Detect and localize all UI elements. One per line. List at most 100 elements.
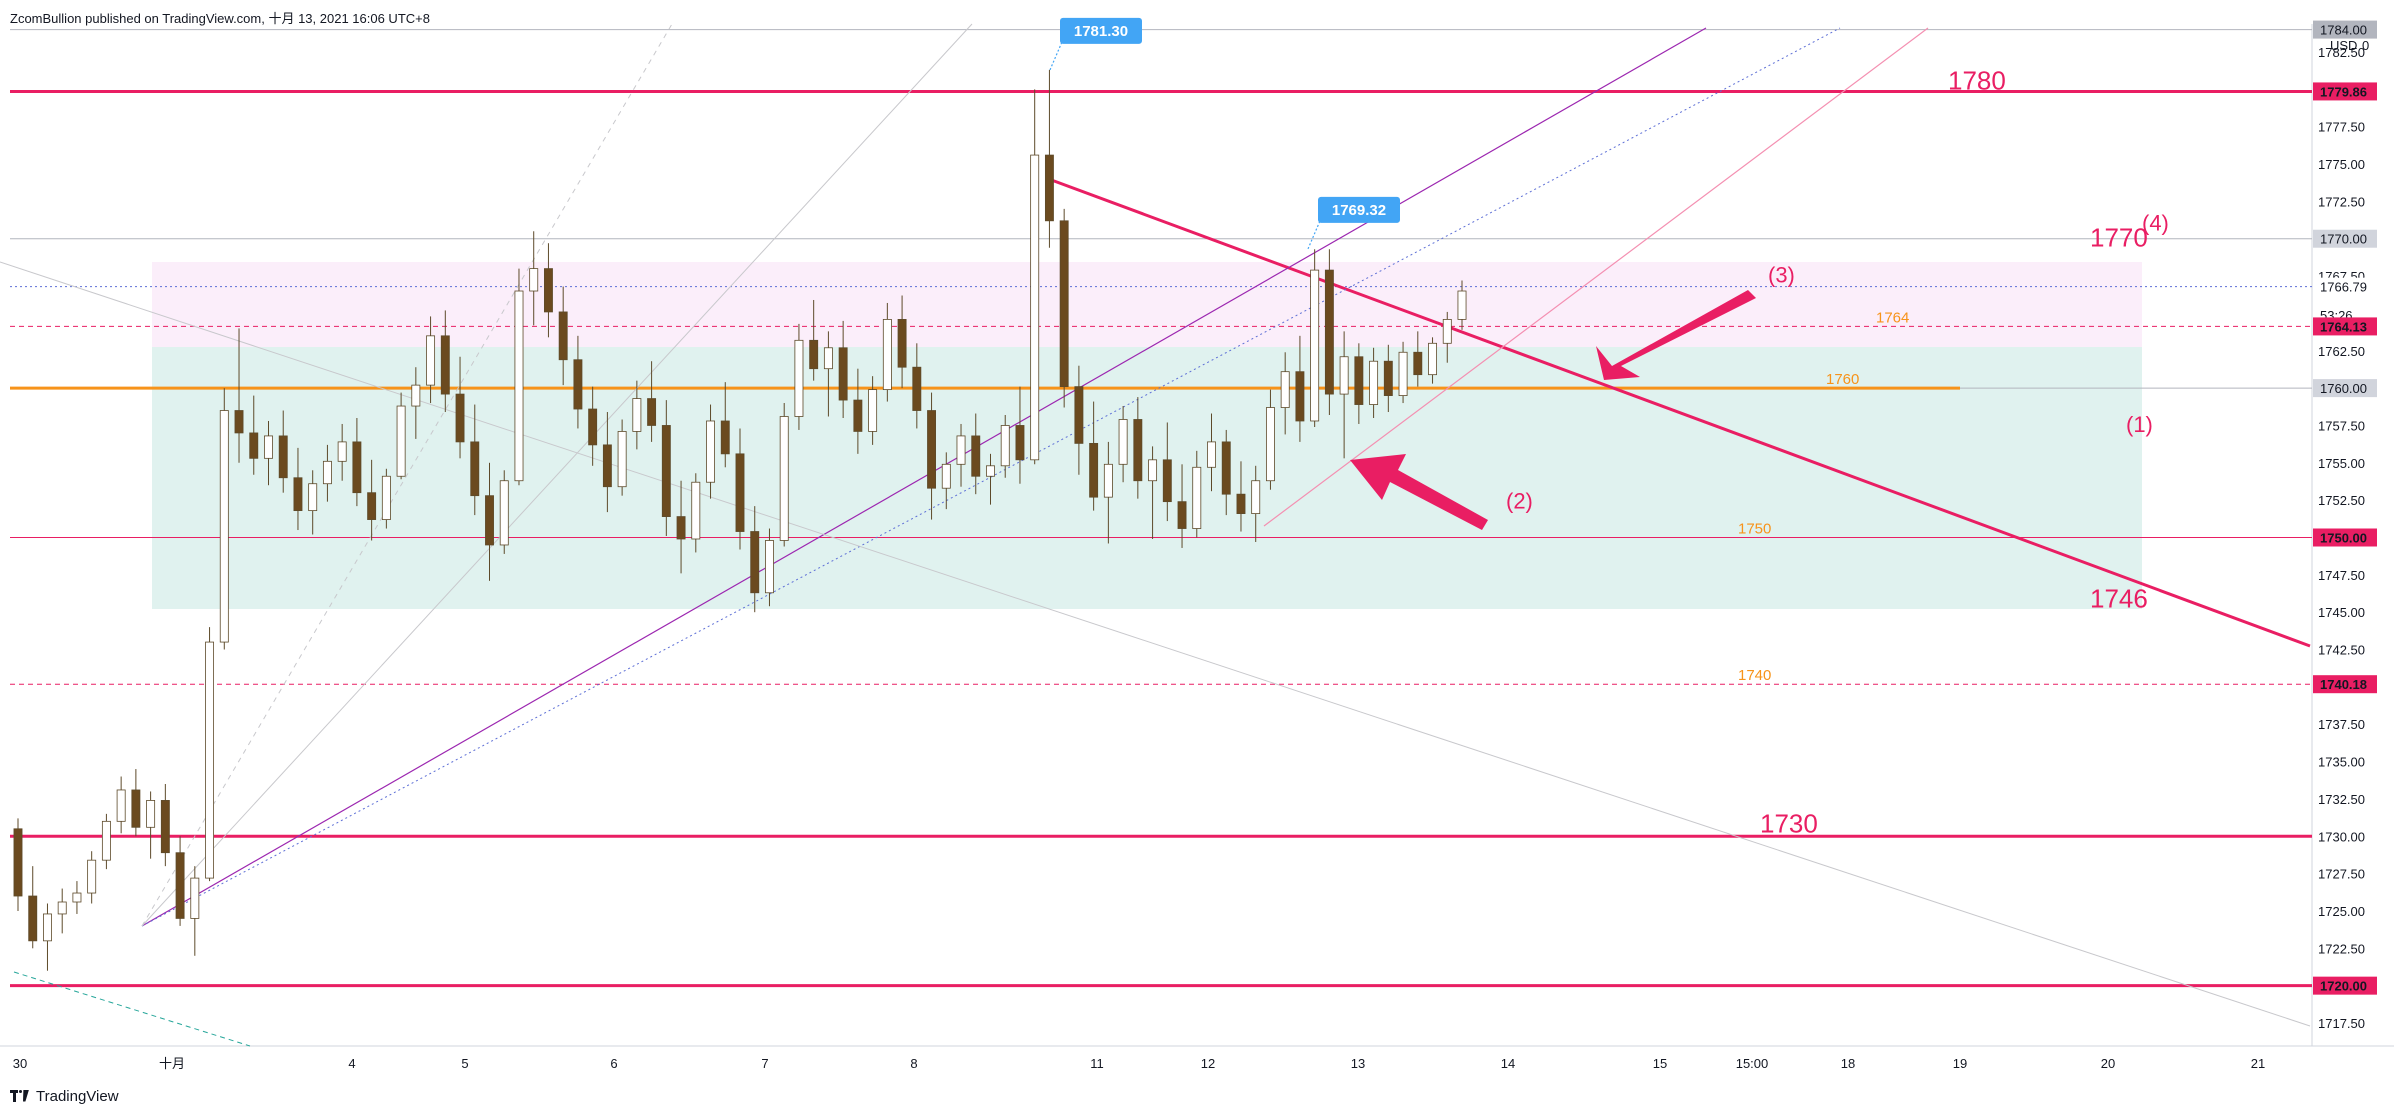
level-label-1780: 1780	[1948, 65, 2006, 95]
candle	[1339, 331, 1349, 459]
candle-body	[706, 420, 715, 483]
gray-descending-line[interactable]	[0, 261, 2311, 1027]
descending-trendline[interactable]	[1045, 176, 2311, 648]
candle	[1192, 450, 1202, 538]
price-axis[interactable]: 1717.50 1720.00 1722.50 1725.00 1727.50 1730.…	[2313, 20, 2377, 1031]
candle-body	[1221, 441, 1231, 495]
candle-body	[720, 420, 730, 455]
price-tick: 1755.00	[2318, 456, 2365, 471]
time-label: 14	[1501, 1056, 1515, 1071]
candle	[868, 376, 878, 445]
candle-body	[219, 410, 229, 643]
price-tick: 1722.50	[2318, 941, 2365, 956]
time-label: 18	[1841, 1056, 1855, 1071]
grid-and-levels	[10, 29, 2312, 988]
candle-body	[1398, 351, 1408, 396]
currency-label: USD	[2330, 38, 2357, 53]
price-badge-bg	[2313, 277, 2377, 296]
candle	[322, 444, 332, 502]
price-badge-1770.00: 1770.00	[2313, 229, 2377, 248]
price-tick: 1742.50	[2318, 643, 2365, 658]
gray-ascending-line[interactable]	[141, 23, 973, 927]
candle-body	[647, 398, 657, 426]
candle-body	[1236, 493, 1246, 514]
candle	[986, 453, 995, 505]
price-badge-1750.00: 1750.00	[2313, 528, 2377, 547]
teal-range-zone	[152, 347, 2142, 609]
level-label-1770: 1770	[2090, 223, 2148, 253]
candle	[750, 506, 760, 613]
trend-lines[interactable]	[0, 23, 2311, 1047]
candle	[897, 295, 907, 389]
candle-body	[986, 465, 995, 477]
candle-body	[632, 398, 642, 432]
candle	[116, 776, 126, 834]
candle	[485, 462, 494, 581]
time-label: 8	[910, 1056, 917, 1071]
level-label-3: (3)	[1768, 263, 1795, 288]
candle-body	[1133, 419, 1143, 482]
candle	[426, 316, 436, 404]
callout-pointer	[1049, 41, 1063, 71]
candle-body	[1192, 466, 1202, 529]
price-badge-1720.00: 1720.00	[2313, 976, 2377, 995]
level-label-1: (1)	[2126, 412, 2153, 437]
pink-thin-trendline[interactable]	[1263, 27, 1929, 527]
candle	[529, 231, 539, 326]
candle	[72, 881, 82, 914]
candle-body	[1354, 356, 1364, 405]
candle-body	[1162, 459, 1172, 503]
price-badge-text: 1764.13	[2320, 319, 2367, 334]
time-axis[interactable]: 30 十月 4 5 6 7 8 11 12 13 14 15 15:00 18 19 20 21	[13, 1056, 2265, 1071]
price-badge-text: 1740.18	[2320, 677, 2367, 692]
candle-body	[1118, 419, 1128, 465]
arrow-2	[1350, 454, 1488, 530]
blue-dotted-channel[interactable]	[141, 27, 1841, 927]
candle	[514, 268, 524, 486]
price-tick: 1752.50	[2318, 493, 2365, 508]
candle-body	[956, 435, 966, 465]
candle-body	[1413, 351, 1423, 376]
time-label: 13	[1351, 1056, 1365, 1071]
candle-body	[499, 480, 509, 546]
price-callouts: 1781.30 1769.32	[1049, 17, 1400, 250]
price-badge-text: 1779.86	[2320, 84, 2367, 99]
candle	[1221, 429, 1231, 516]
tradingview-brand-text: TradingView	[36, 1088, 119, 1105]
candle-body	[175, 852, 185, 919]
candle-body	[750, 531, 760, 594]
gray-dashed-ascending[interactable]	[141, 23, 673, 927]
price-tick: 1727.50	[2318, 867, 2365, 882]
tradingview-logo[interactable]: TradingView	[10, 1088, 119, 1105]
price-tick: 1717.50	[2318, 1016, 2365, 1031]
candle	[470, 404, 480, 516]
candle-body	[87, 859, 97, 894]
price-badge-text: 1720.00	[2320, 979, 2367, 994]
candle-body	[1324, 269, 1334, 395]
candle	[160, 783, 170, 867]
candle	[794, 323, 804, 430]
candle-body	[882, 318, 892, 391]
candle	[1059, 208, 1069, 408]
candle-body	[234, 410, 244, 434]
candle-body	[573, 359, 583, 410]
candle	[190, 866, 200, 956]
price-tick: 1732.50	[2318, 792, 2365, 807]
candle-body	[485, 495, 494, 546]
time-label: 5	[461, 1056, 468, 1071]
price-badge-1760.00: 1760.00	[2313, 379, 2377, 398]
candle-body	[661, 425, 671, 517]
candle-body	[868, 389, 878, 432]
candle	[706, 404, 715, 499]
green-dashed-short[interactable]	[13, 971, 251, 1047]
candle	[264, 420, 273, 486]
candle-body	[72, 892, 82, 903]
candle-body	[1015, 425, 1025, 461]
price-tick: 1745.00	[2318, 605, 2365, 620]
time-label: 15:00	[1736, 1056, 1769, 1071]
purple-channel-lower[interactable]	[141, 27, 1707, 927]
candle	[278, 410, 288, 493]
level-label-1764: 1764	[1876, 309, 1909, 326]
candle-body	[308, 483, 318, 512]
